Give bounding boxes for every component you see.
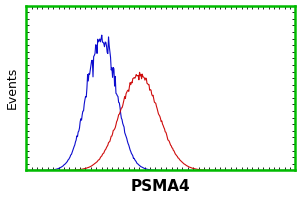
Y-axis label: Events: Events xyxy=(5,67,19,109)
X-axis label: PSMA4: PSMA4 xyxy=(131,179,191,194)
